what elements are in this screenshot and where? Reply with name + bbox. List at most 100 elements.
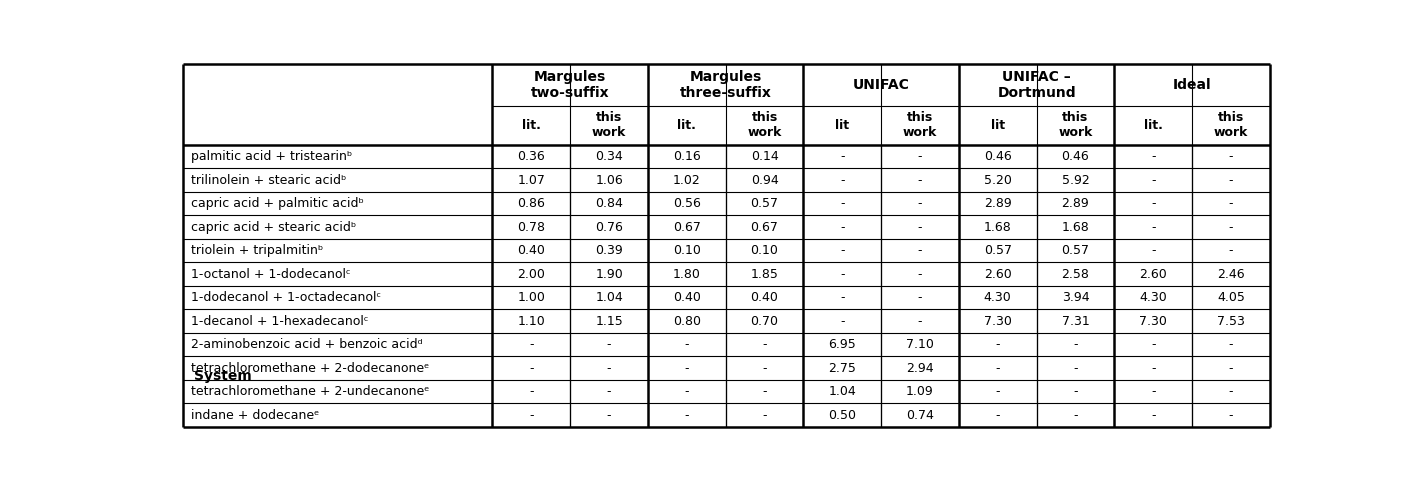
Text: -: - xyxy=(1229,221,1233,234)
Text: 1.09: 1.09 xyxy=(905,385,934,398)
Text: -: - xyxy=(918,174,922,187)
Text: -: - xyxy=(1229,174,1233,187)
Text: 0.50: 0.50 xyxy=(829,409,856,422)
Text: 1.10: 1.10 xyxy=(517,314,546,328)
Text: this
work: this work xyxy=(903,111,937,139)
Text: tetrachloromethane + 2-undecanoneᵉ: tetrachloromethane + 2-undecanoneᵉ xyxy=(191,385,429,398)
Text: 0.94: 0.94 xyxy=(751,174,778,187)
Text: -: - xyxy=(1151,174,1155,187)
Text: -: - xyxy=(1229,150,1233,163)
Text: 0.36: 0.36 xyxy=(517,150,546,163)
Text: lit: lit xyxy=(990,119,1005,132)
Text: 7.53: 7.53 xyxy=(1217,314,1246,328)
Text: 2.94: 2.94 xyxy=(907,362,934,375)
Text: -: - xyxy=(684,409,689,422)
Text: 0.80: 0.80 xyxy=(673,314,701,328)
Text: 2.75: 2.75 xyxy=(829,362,856,375)
Text: trilinolein + stearic acidᵇ: trilinolein + stearic acidᵇ xyxy=(191,174,347,187)
Text: -: - xyxy=(996,338,1000,351)
Text: 0.16: 0.16 xyxy=(673,150,700,163)
Text: -: - xyxy=(1073,338,1078,351)
Text: -: - xyxy=(1229,385,1233,398)
Text: 1.04: 1.04 xyxy=(829,385,856,398)
Text: -: - xyxy=(1151,362,1155,375)
Text: 2.89: 2.89 xyxy=(1061,197,1090,210)
Text: 0.57: 0.57 xyxy=(751,197,778,210)
Text: -: - xyxy=(840,314,845,328)
Text: -: - xyxy=(840,174,845,187)
Text: 2.60: 2.60 xyxy=(983,268,1012,280)
Text: 0.67: 0.67 xyxy=(673,221,701,234)
Text: 1-dodecanol + 1-octadecanolᶜ: 1-dodecanol + 1-octadecanolᶜ xyxy=(191,291,381,304)
Text: -: - xyxy=(1229,197,1233,210)
Text: -: - xyxy=(918,244,922,257)
Text: -: - xyxy=(1073,362,1078,375)
Text: -: - xyxy=(606,385,611,398)
Text: -: - xyxy=(918,221,922,234)
Text: -: - xyxy=(1151,338,1155,351)
Text: 1.15: 1.15 xyxy=(595,314,623,328)
Text: this
work: this work xyxy=(1214,111,1248,139)
Text: triolein + tripalmitinᵇ: triolein + tripalmitinᵇ xyxy=(191,244,323,257)
Text: 1-octanol + 1-dodecanolᶜ: 1-octanol + 1-dodecanolᶜ xyxy=(191,268,351,280)
Text: 7.31: 7.31 xyxy=(1061,314,1090,328)
Text: 6.95: 6.95 xyxy=(829,338,856,351)
Text: -: - xyxy=(840,268,845,280)
Text: -: - xyxy=(1229,362,1233,375)
Text: 2.60: 2.60 xyxy=(1139,268,1168,280)
Text: this
work: this work xyxy=(747,111,782,139)
Text: 1.90: 1.90 xyxy=(595,268,623,280)
Text: 7.10: 7.10 xyxy=(905,338,934,351)
Text: 3.94: 3.94 xyxy=(1061,291,1090,304)
Text: -: - xyxy=(840,197,845,210)
Text: indane + dodecaneᵉ: indane + dodecaneᵉ xyxy=(191,409,320,422)
Text: this
work: this work xyxy=(592,111,626,139)
Text: lit.: lit. xyxy=(521,119,541,132)
Text: -: - xyxy=(918,314,922,328)
Text: -: - xyxy=(1229,338,1233,351)
Text: 1-decanol + 1-hexadecanolᶜ: 1-decanol + 1-hexadecanolᶜ xyxy=(191,314,368,328)
Text: -: - xyxy=(1151,197,1155,210)
Text: Margules
three-suffix: Margules three-suffix xyxy=(680,69,772,100)
Text: 1.07: 1.07 xyxy=(517,174,546,187)
Text: 4.30: 4.30 xyxy=(1139,291,1168,304)
Text: -: - xyxy=(529,338,534,351)
Text: Margules
two-suffix: Margules two-suffix xyxy=(531,69,609,100)
Text: 0.40: 0.40 xyxy=(751,291,778,304)
Text: -: - xyxy=(606,338,611,351)
Text: 0.84: 0.84 xyxy=(595,197,623,210)
Text: -: - xyxy=(918,197,922,210)
Text: -: - xyxy=(840,244,845,257)
Text: 1.68: 1.68 xyxy=(1061,221,1090,234)
Text: -: - xyxy=(1229,244,1233,257)
Text: 0.70: 0.70 xyxy=(751,314,778,328)
Text: 1.00: 1.00 xyxy=(517,291,546,304)
Text: 4.05: 4.05 xyxy=(1217,291,1246,304)
Text: 4.30: 4.30 xyxy=(983,291,1012,304)
Text: UNIFAC –
Dortmund: UNIFAC – Dortmund xyxy=(998,69,1076,100)
Text: System: System xyxy=(194,369,251,383)
Text: 5.20: 5.20 xyxy=(983,174,1012,187)
Text: 1.68: 1.68 xyxy=(983,221,1012,234)
Text: lit.: lit. xyxy=(1144,119,1162,132)
Text: -: - xyxy=(1229,409,1233,422)
Text: -: - xyxy=(762,385,767,398)
Text: 0.14: 0.14 xyxy=(751,150,778,163)
Text: 2-aminobenzoic acid + benzoic acidᵈ: 2-aminobenzoic acid + benzoic acidᵈ xyxy=(191,338,424,351)
Text: -: - xyxy=(918,268,922,280)
Text: 0.57: 0.57 xyxy=(1061,244,1090,257)
Text: 7.30: 7.30 xyxy=(1139,314,1168,328)
Text: 1.85: 1.85 xyxy=(751,268,778,280)
Text: 0.34: 0.34 xyxy=(595,150,623,163)
Text: -: - xyxy=(1073,385,1078,398)
Text: -: - xyxy=(1151,385,1155,398)
Text: 7.30: 7.30 xyxy=(983,314,1012,328)
Text: UNIFAC: UNIFAC xyxy=(853,78,910,92)
Text: -: - xyxy=(840,221,845,234)
Text: -: - xyxy=(1151,409,1155,422)
Text: -: - xyxy=(684,338,689,351)
Text: -: - xyxy=(606,362,611,375)
Text: -: - xyxy=(1073,409,1078,422)
Text: 2.58: 2.58 xyxy=(1061,268,1090,280)
Text: -: - xyxy=(1151,150,1155,163)
